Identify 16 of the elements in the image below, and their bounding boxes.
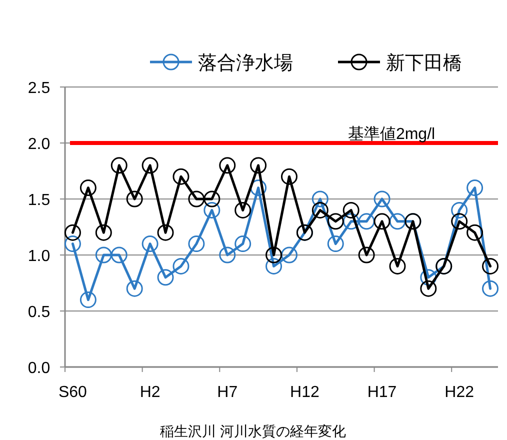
y-tick-label: 0.5 [28, 304, 50, 321]
y-tick-label: 0.0 [28, 360, 50, 377]
x-tick-label: H22 [444, 384, 474, 401]
y-tick-label: 1.0 [28, 248, 50, 265]
x-tick-label: S60 [58, 384, 88, 401]
ref-line-label: 基準値2mg/l [348, 125, 436, 143]
text: 稲生沢川 河川水質の経年変化 [160, 423, 346, 439]
x-tick-label: H17 [367, 384, 397, 401]
x-tick-label: H12 [290, 384, 320, 401]
y-tick-label: 2.5 [28, 80, 50, 97]
y-tick-label: 2.0 [28, 136, 50, 153]
legend-label: 新下田橋 [386, 52, 462, 74]
legend-label: 落合浄水場 [198, 53, 293, 74]
x-tick-label: H2 [140, 384, 160, 401]
y-tick-label: 1.5 [28, 192, 50, 209]
x-tick-label: H7 [217, 384, 238, 401]
